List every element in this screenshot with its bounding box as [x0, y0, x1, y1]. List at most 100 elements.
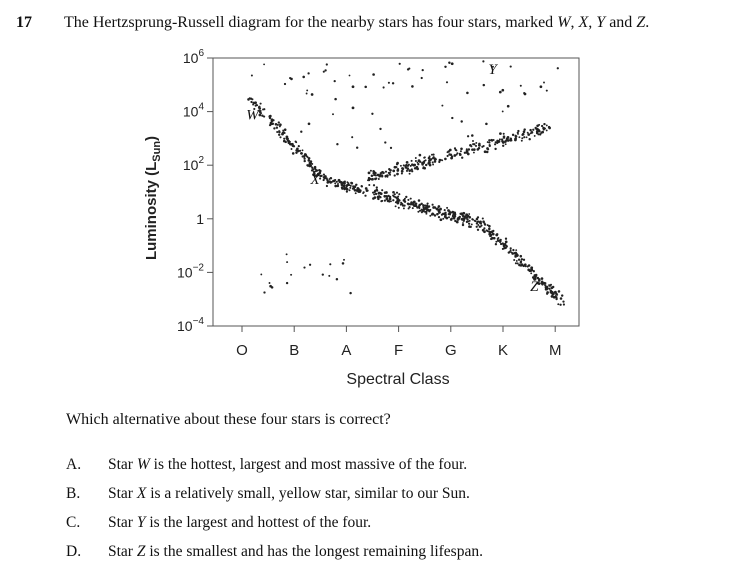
star-dot [447, 212, 450, 216]
star-z-ref: Z [636, 14, 646, 31]
star-dot [490, 230, 494, 234]
star-dot [433, 158, 437, 161]
y-label-main: Luminosity (L [143, 162, 160, 260]
star-dot [288, 140, 291, 143]
star-dot [501, 88, 505, 92]
star-dot [486, 224, 489, 227]
star-dot [473, 143, 476, 146]
star-dot [548, 287, 551, 290]
star-dot [386, 195, 389, 198]
star-dot [259, 102, 262, 105]
star-dot [301, 149, 304, 152]
star-dot [409, 197, 412, 200]
prompt-text: Which alternative about these four stars… [66, 411, 391, 428]
star-dot [381, 189, 384, 192]
star-dot [291, 152, 295, 155]
star-dot [306, 164, 309, 167]
option-post: is the smallest and has the longest rema… [145, 543, 483, 560]
star-dot [406, 202, 409, 205]
star-dot [541, 130, 545, 134]
star-dot [387, 81, 390, 84]
option-a[interactable]: A. Star W is the hottest, largest and mos… [66, 456, 467, 474]
star-dot [263, 291, 266, 294]
star-dot [536, 276, 540, 280]
star-dot [492, 139, 495, 141]
star-dot [306, 156, 309, 158]
star-dot [543, 81, 545, 84]
star-dot [346, 181, 349, 184]
star-dot [547, 125, 551, 129]
star-dot [427, 208, 430, 211]
star-dot [506, 139, 510, 142]
star-dot [351, 85, 355, 89]
star-dot [454, 219, 457, 223]
star-dot [439, 218, 443, 222]
star-dot [262, 108, 264, 111]
star-dot [393, 193, 396, 196]
star-dot [438, 210, 441, 214]
star-dot [502, 136, 506, 139]
y-tick-label: 10−2 [177, 262, 204, 280]
star-dot [392, 194, 395, 197]
star-dot [400, 172, 403, 175]
star-dot [383, 194, 387, 198]
star-dot [424, 163, 428, 167]
star-dot [543, 127, 546, 130]
hr-diagram: 106 104 102 1 10−2 10−4 O B A F G K M W X Y Z Luminosi… [143, 48, 580, 388]
star-dot [446, 154, 449, 158]
star-dot [518, 136, 521, 139]
star-dot [388, 200, 391, 203]
star-dot [401, 202, 404, 206]
star-dot [485, 122, 488, 126]
star-dot [514, 251, 518, 255]
star-dot [367, 171, 371, 175]
star-dot [494, 243, 498, 246]
star-dot [467, 220, 470, 223]
star-dot [462, 222, 464, 224]
period: . [645, 14, 650, 31]
star-dot [351, 106, 355, 110]
star-dot [409, 164, 412, 167]
star-dot [517, 258, 521, 261]
star-dot [376, 173, 380, 177]
star-dot [506, 136, 510, 139]
option-c[interactable]: C. Star Y is the largest and hottest of t… [66, 514, 371, 532]
star-dot [261, 114, 264, 117]
star-dot [411, 85, 414, 88]
star-dot [494, 143, 497, 146]
star-dot [281, 132, 284, 136]
star-dot [488, 227, 491, 231]
star-dot [420, 202, 423, 205]
star-dot [499, 132, 502, 135]
x-tick-label: K [498, 342, 508, 359]
star-dot [424, 159, 427, 162]
star-dot [437, 205, 441, 208]
star-dot [392, 169, 396, 173]
star-dot [263, 63, 266, 66]
star-dot [371, 112, 374, 115]
star-dot [472, 140, 474, 142]
star-dot [451, 210, 455, 214]
option-b[interactable]: B. Star X is a relatively small, yellow s… [66, 485, 470, 503]
star-dot [336, 184, 340, 188]
star-dot [310, 169, 314, 172]
star-dot [373, 173, 376, 177]
star-dot [534, 126, 537, 130]
option-star: Z [136, 543, 146, 560]
star-dot [517, 129, 520, 133]
star-dot [412, 163, 416, 167]
star-dot [471, 134, 474, 137]
star-dot [481, 217, 484, 220]
star-dot [433, 206, 436, 209]
star-dot [395, 191, 399, 194]
star-dot [380, 171, 383, 174]
star-dot [557, 290, 561, 293]
star-dot [303, 266, 306, 269]
x-tick-label: B [289, 342, 299, 359]
star-dot [407, 207, 410, 210]
star-dot [519, 254, 523, 258]
star-dot [432, 163, 435, 166]
star-dot [491, 232, 495, 236]
option-d[interactable]: D. Star Z is the smallest and has the lon… [66, 543, 483, 561]
